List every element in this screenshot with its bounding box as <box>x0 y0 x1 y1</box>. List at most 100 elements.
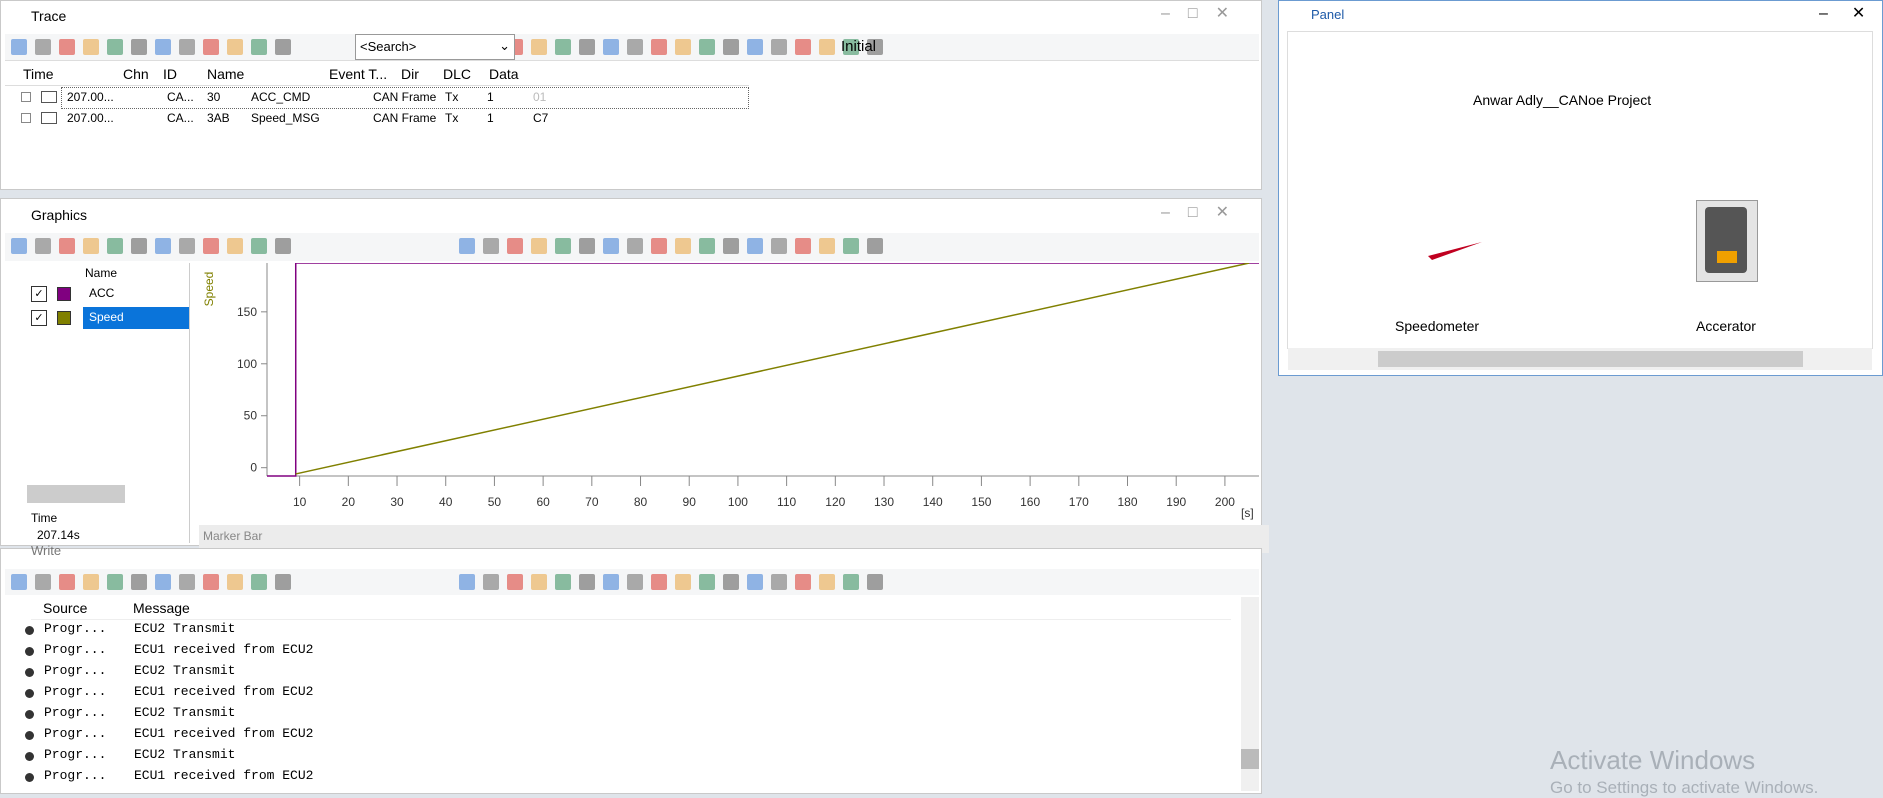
toolbar-button[interactable] <box>11 574 27 590</box>
toolbar-button[interactable] <box>603 39 619 55</box>
toolbar-button[interactable] <box>651 39 667 55</box>
toolbar-button[interactable] <box>555 39 571 55</box>
toolbar-button[interactable] <box>699 574 715 590</box>
toolbar-button[interactable] <box>459 238 475 254</box>
toolbar-button[interactable] <box>747 574 763 590</box>
toolbar-button[interactable] <box>203 574 219 590</box>
filter-label[interactable]: Initial <box>841 38 877 55</box>
toolbar-button[interactable] <box>155 574 171 590</box>
toolbar-button[interactable] <box>651 574 667 590</box>
toolbar-button[interactable] <box>131 39 147 55</box>
toolbar-button[interactable] <box>11 39 27 55</box>
window-buttons[interactable]: –□✕ <box>1161 204 1247 221</box>
switch[interactable] <box>1696 200 1758 282</box>
toolbar-button[interactable] <box>867 238 883 254</box>
toolbar-button[interactable] <box>275 39 291 55</box>
toolbar-button[interactable] <box>555 238 571 254</box>
toolbar-button[interactable] <box>531 238 547 254</box>
toolbar-button[interactable] <box>275 238 291 254</box>
toolbar-button[interactable] <box>59 238 75 254</box>
window-buttons[interactable]: –□✕ <box>1161 5 1247 22</box>
toolbar-button[interactable] <box>35 238 51 254</box>
toolbar-button[interactable] <box>83 574 99 590</box>
toolbar-button[interactable] <box>579 39 595 55</box>
toolbar-button[interactable] <box>155 39 171 55</box>
toolbar-button[interactable] <box>59 574 75 590</box>
toolbar-button[interactable] <box>35 39 51 55</box>
toolbar-button[interactable] <box>603 574 619 590</box>
toolbar-button[interactable] <box>795 574 811 590</box>
toolbar-button[interactable] <box>59 39 75 55</box>
toolbar-button[interactable] <box>131 574 147 590</box>
toolbar-button[interactable] <box>843 39 859 55</box>
toolbar-button[interactable] <box>483 574 499 590</box>
toolbar-button[interactable] <box>675 574 691 590</box>
toolbar-button[interactable] <box>579 238 595 254</box>
toolbar-button[interactable] <box>627 574 643 590</box>
toolbar-button[interactable] <box>699 238 715 254</box>
toolbar-button[interactable] <box>459 574 475 590</box>
toolbar-button[interactable] <box>699 39 715 55</box>
toolbar-button[interactable] <box>771 39 787 55</box>
window-buttons[interactable]: –✕ <box>1819 5 1883 22</box>
toolbar-button[interactable] <box>179 238 195 254</box>
toolbar-button[interactable] <box>251 238 267 254</box>
toolbar-button[interactable] <box>627 238 643 254</box>
toolbar-button[interactable] <box>11 238 27 254</box>
toolbar-button[interactable] <box>675 238 691 254</box>
write-cell: Progr... <box>44 768 107 783</box>
toolbar-button[interactable] <box>723 39 739 55</box>
toolbar-button[interactable] <box>555 574 571 590</box>
checkbox[interactable]: ✓ <box>31 286 47 302</box>
toolbar-button[interactable] <box>179 574 195 590</box>
toolbar-button[interactable] <box>867 39 883 55</box>
toolbar-button[interactable] <box>483 238 499 254</box>
toolbar-button[interactable] <box>843 574 859 590</box>
toolbar-button[interactable] <box>83 39 99 55</box>
toolbar-button[interactable] <box>107 574 123 590</box>
h-scrollbar[interactable] <box>1288 348 1872 370</box>
toolbar-button[interactable] <box>531 574 547 590</box>
toolbar-button[interactable] <box>227 238 243 254</box>
toolbar-button[interactable] <box>819 238 835 254</box>
toolbar-button[interactable] <box>507 238 523 254</box>
toolbar-button[interactable] <box>819 574 835 590</box>
toolbar-button[interactable] <box>131 238 147 254</box>
toolbar-button[interactable] <box>227 39 243 55</box>
toolbar-button[interactable] <box>771 574 787 590</box>
toolbar-button[interactable] <box>579 574 595 590</box>
toolbar-button[interactable] <box>603 238 619 254</box>
toolbar-button[interactable] <box>747 39 763 55</box>
toolbar-button[interactable] <box>651 238 667 254</box>
scrollbar[interactable] <box>1241 597 1259 791</box>
toolbar-button[interactable] <box>795 238 811 254</box>
toolbar-button[interactable] <box>819 39 835 55</box>
toolbar-button[interactable] <box>843 238 859 254</box>
toolbar-button[interactable] <box>35 574 51 590</box>
toolbar-button[interactable] <box>747 238 763 254</box>
toolbar-button[interactable] <box>203 39 219 55</box>
toolbar-button[interactable] <box>155 238 171 254</box>
toolbar-button[interactable] <box>771 238 787 254</box>
trace-row[interactable] <box>61 87 749 109</box>
toolbar-button[interactable] <box>723 238 739 254</box>
toolbar-button[interactable] <box>251 39 267 55</box>
toolbar-button[interactable] <box>107 39 123 55</box>
toolbar-button[interactable] <box>179 39 195 55</box>
search-box[interactable]: <Search> ⌄ <box>355 34 515 60</box>
toolbar-button[interactable] <box>275 574 291 590</box>
toolbar-button[interactable] <box>227 574 243 590</box>
toolbar-button[interactable] <box>83 238 99 254</box>
toolbar-button[interactable] <box>251 574 267 590</box>
toolbar-button[interactable] <box>507 574 523 590</box>
toolbar-button[interactable] <box>723 574 739 590</box>
toolbar-button[interactable] <box>867 574 883 590</box>
scrollbar[interactable] <box>27 485 125 503</box>
toolbar-button[interactable] <box>627 39 643 55</box>
toolbar-button[interactable] <box>203 238 219 254</box>
toolbar-button[interactable] <box>107 238 123 254</box>
toolbar-button[interactable] <box>675 39 691 55</box>
toolbar-button[interactable] <box>795 39 811 55</box>
checkbox[interactable]: ✓ <box>31 310 47 326</box>
toolbar-button[interactable] <box>531 39 547 55</box>
